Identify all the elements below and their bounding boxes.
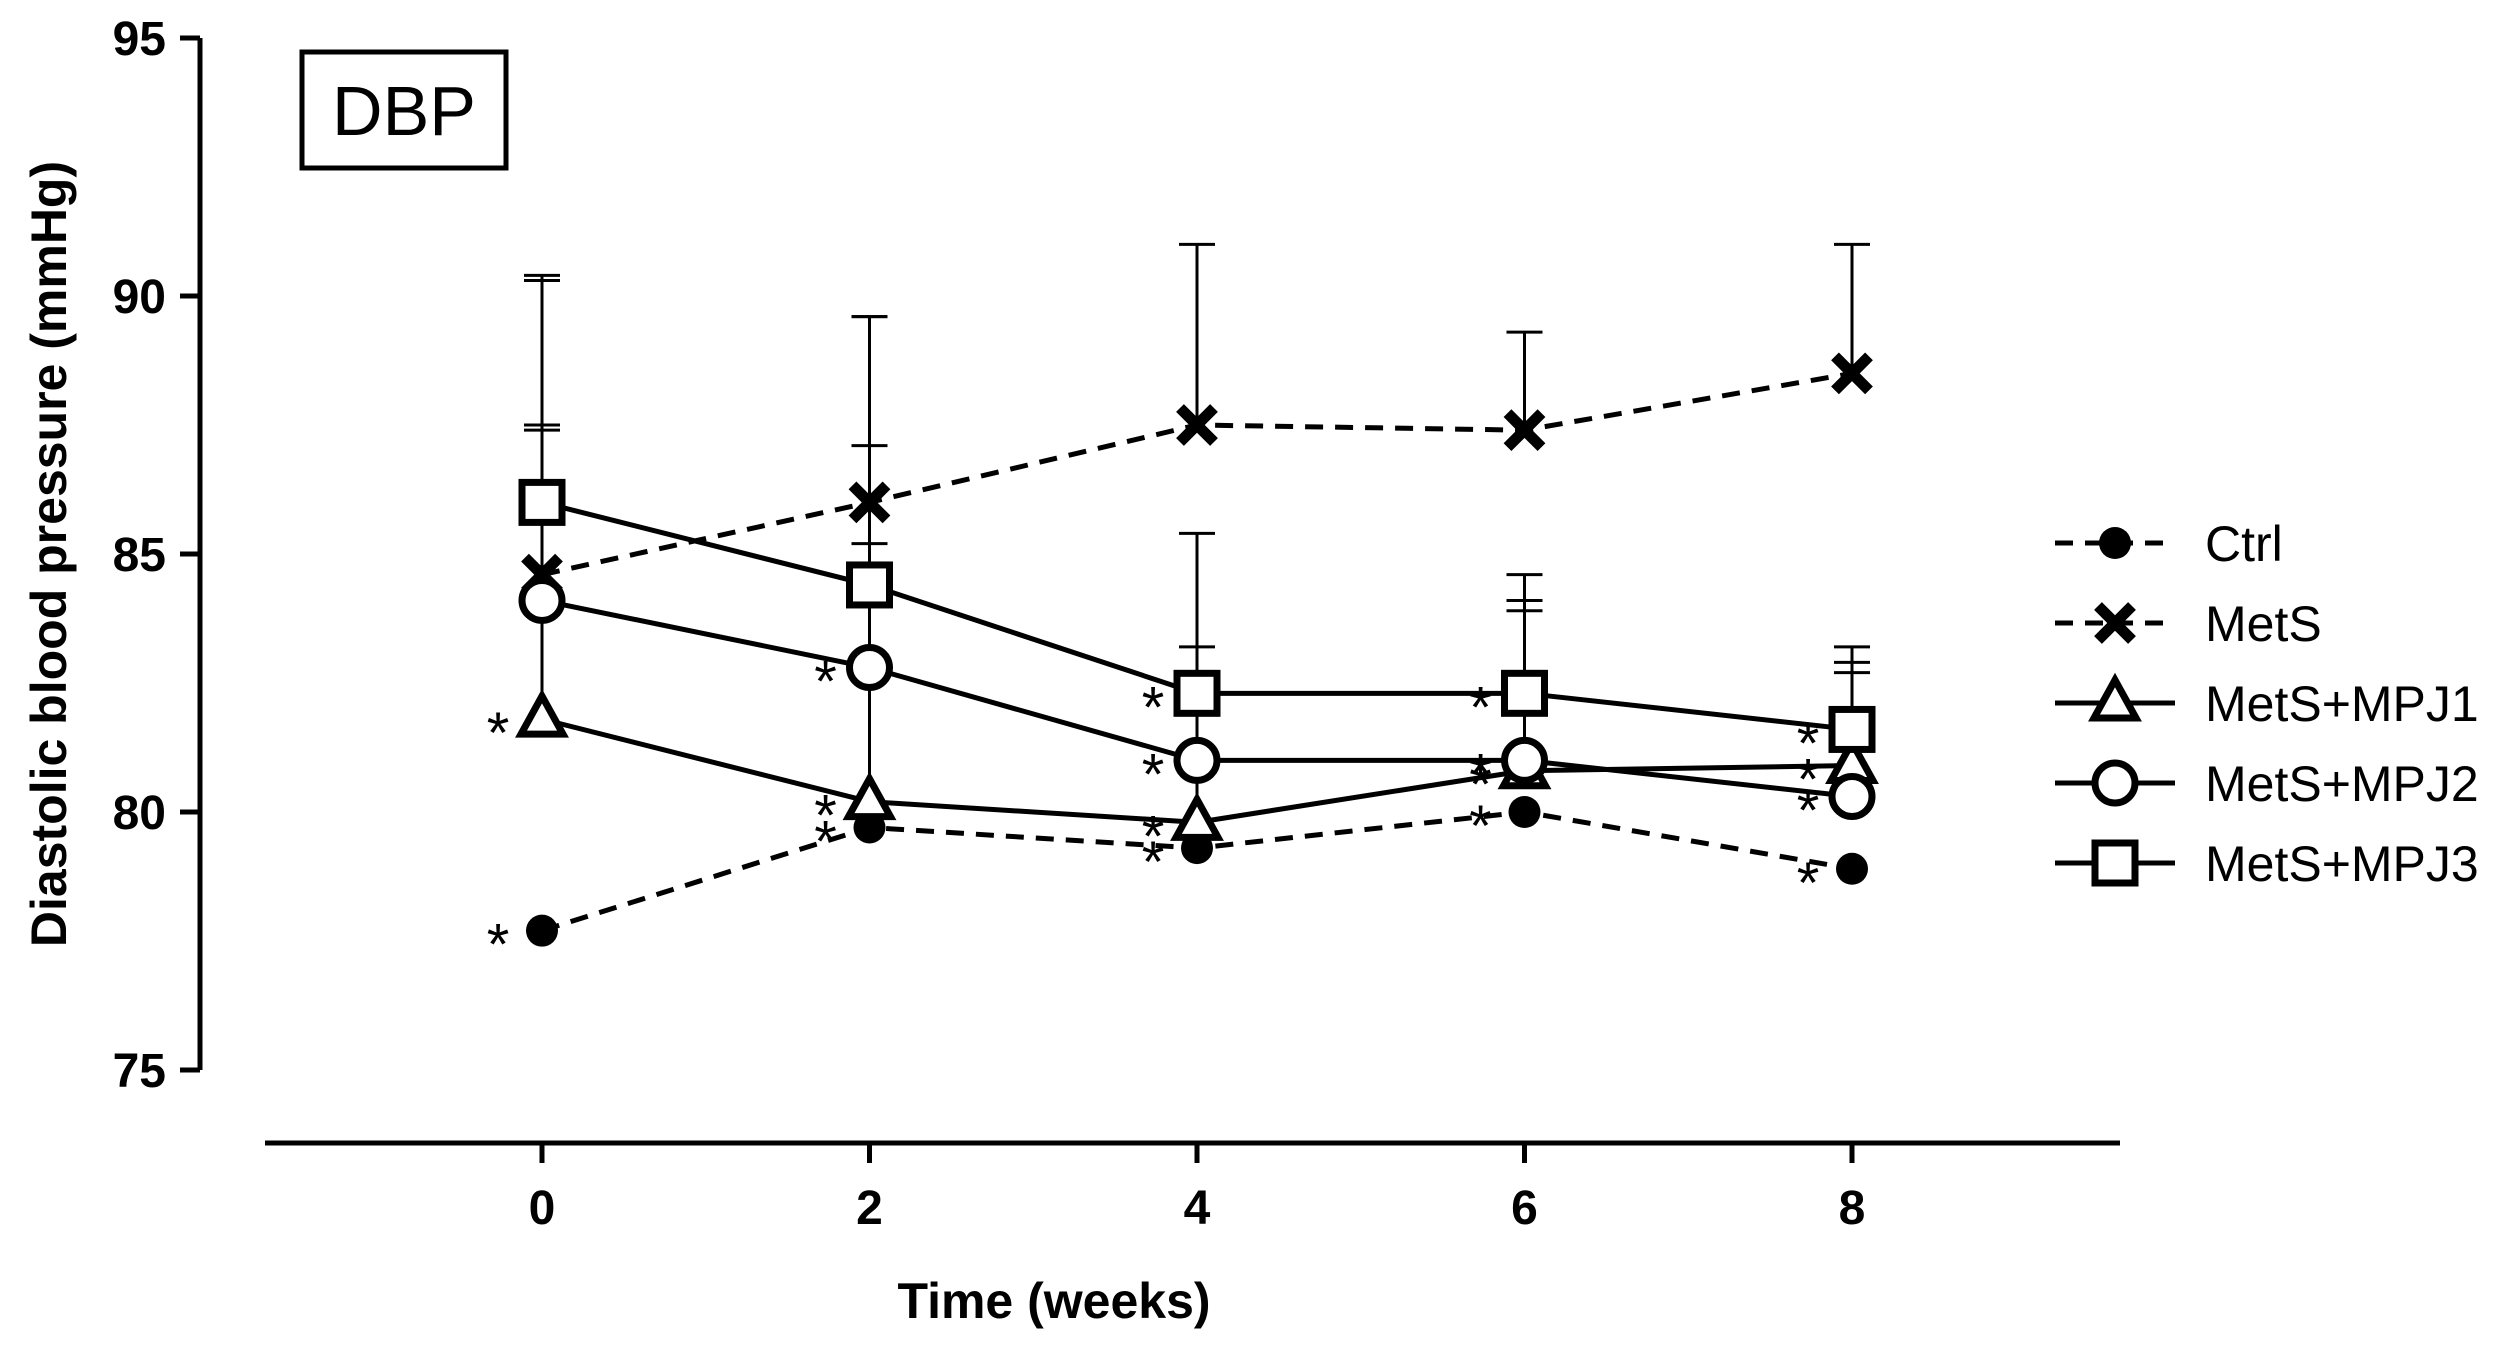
sig-asterisk-mets-mpj2-w8: * xyxy=(1797,779,1820,844)
legend-label-mets-mpj1: MetS+MPJ1 xyxy=(2205,676,2479,732)
y-axis-ticks: 75 80 85 90 95 xyxy=(113,13,200,1098)
y-axis-title: Diastolic blood pressure (mmHg) xyxy=(21,161,77,947)
x-tick-label-8: 8 xyxy=(1839,1182,1866,1235)
sig-asterisk-mets-mpj1-w0: * xyxy=(487,701,510,766)
point-mets-mpj3-w6 xyxy=(1501,669,1548,717)
sig-asterisk-mets-mpj3-w4: * xyxy=(1142,675,1165,740)
point-mets-mpj1-w0 xyxy=(515,688,569,738)
point-mets-w2 xyxy=(848,481,891,524)
point-ctrl-w8 xyxy=(1836,852,1868,885)
x-tick-label-6: 6 xyxy=(1511,1182,1538,1235)
y-tick-label-90: 90 xyxy=(113,271,166,324)
error-bar-mets-w8 xyxy=(1834,242,1870,374)
legend-marker-mets xyxy=(2094,602,2136,644)
sig-asterisk-ctrl-w4: * xyxy=(1142,830,1165,895)
point-mets-mpj1-w4 xyxy=(1170,792,1224,841)
x-tick-label-2: 2 xyxy=(856,1182,883,1235)
point-mets-mpj2-w2 xyxy=(846,644,893,692)
legend-item-mets-mpj2: MetS+MPJ2 xyxy=(2055,756,2479,812)
sig-asterisk-mets-mpj2-w6: * xyxy=(1469,742,1492,807)
sig-asterisk-ctrl-w6: * xyxy=(1469,794,1492,859)
legend-item-mets-mpj1: MetS+MPJ1 xyxy=(2055,672,2479,732)
point-mets-mpj1-w2 xyxy=(842,771,897,821)
error-bar-mets-w6 xyxy=(1506,330,1543,431)
point-mets-w8 xyxy=(1831,352,1873,395)
panel-label: DBP xyxy=(299,49,509,171)
sig-asterisk-mets-mpj3-w6: * xyxy=(1469,675,1492,740)
sig-asterisk-ctrl-w2: * xyxy=(814,809,837,874)
sig-asterisk-mets-mpj2-w2: * xyxy=(814,650,837,715)
legend-label-mets-mpj3: MetS+MPJ3 xyxy=(2205,836,2479,892)
sig-asterisk-mets-mpj1-w8: * xyxy=(1797,748,1820,813)
x-axis: 0 2 4 6 8 xyxy=(265,1140,2120,1235)
x-axis-ticks: 0 2 4 6 8 xyxy=(529,1143,1866,1235)
point-mets-mpj3-w8 xyxy=(1828,705,1876,753)
sig-asterisk-mets-mpj2-w4: * xyxy=(1142,742,1165,807)
sig-asterisk-ctrl-w8: * xyxy=(1797,851,1820,916)
panel-label-text: DBP xyxy=(332,72,476,150)
point-mets-w6 xyxy=(1503,409,1546,452)
legend-label-ctrl: Ctrl xyxy=(2205,516,2283,572)
point-mets-mpj2-w8 xyxy=(1828,773,1876,821)
x-tick-label-0: 0 xyxy=(529,1182,556,1235)
sig-asterisk-ctrl-w0: * xyxy=(487,913,510,978)
point-mets-mpj3-w2 xyxy=(846,561,893,609)
legend-item-mets-mpj3: MetS+MPJ3 xyxy=(2055,836,2479,892)
point-mets-mpj3-w0 xyxy=(518,478,566,526)
legend-marker-ctrl xyxy=(2099,527,2131,559)
y-tick-label-80: 80 xyxy=(113,787,166,840)
point-mets-mpj2-w4 xyxy=(1173,736,1221,784)
sig-asterisk-mets-mpj1-w4: * xyxy=(1142,804,1165,869)
point-ctrl-w0 xyxy=(526,914,558,947)
point-mets-mpj2-w0 xyxy=(518,576,566,624)
error-bar-mets-mpj3-w2 xyxy=(851,315,888,585)
point-mets-mpj2-w6 xyxy=(1501,736,1548,784)
legend-label-mets: MetS xyxy=(2205,596,2322,652)
sig-asterisk-mets-mpj1-w2: * xyxy=(814,784,837,849)
panel-label-box xyxy=(299,49,509,171)
series-markers xyxy=(515,352,1879,947)
error-bar-mets-mpj3-w4 xyxy=(1179,531,1215,694)
sig-asterisk-mets-mpj1-w6: * xyxy=(1469,753,1492,818)
point-mets-mpj3-w4 xyxy=(1173,669,1221,717)
legend: Ctrl MetS MetS+MPJ1 MetS+MPJ2 MetS+MPJ3 xyxy=(2055,516,2479,892)
y-tick-label-95: 95 xyxy=(113,13,166,66)
legend-marker-mets-mpj1 xyxy=(2088,672,2142,722)
x-axis-title: Time (weeks) xyxy=(897,1273,1210,1329)
y-tick-label-85: 85 xyxy=(113,529,166,582)
y-axis: 75 80 85 90 95 xyxy=(113,13,203,1098)
plot-area: ** ***** ** *** *** ** xyxy=(487,242,1879,978)
legend-item-ctrl: Ctrl xyxy=(2055,516,2283,572)
legend-marker-mets-mpj2 xyxy=(2091,759,2139,807)
significance-markers: ** ***** ** *** *** ** xyxy=(487,650,1820,978)
legend-item-mets: MetS xyxy=(2055,596,2322,652)
x-tick-label-4: 4 xyxy=(1184,1182,1211,1235)
error-bar-mets-w4 xyxy=(1179,242,1215,425)
sig-asterisk-mets-mpj3-w8: * xyxy=(1797,711,1820,776)
point-mets-w4 xyxy=(1176,404,1218,446)
y-tick-label-75: 75 xyxy=(113,1045,166,1098)
point-ctrl-w6 xyxy=(1508,796,1541,828)
legend-marker-mets-mpj3 xyxy=(2091,839,2139,887)
error-bar-mets-mpj3-w0 xyxy=(524,273,560,503)
legend-label-mets-mpj2: MetS+MPJ2 xyxy=(2205,756,2479,812)
